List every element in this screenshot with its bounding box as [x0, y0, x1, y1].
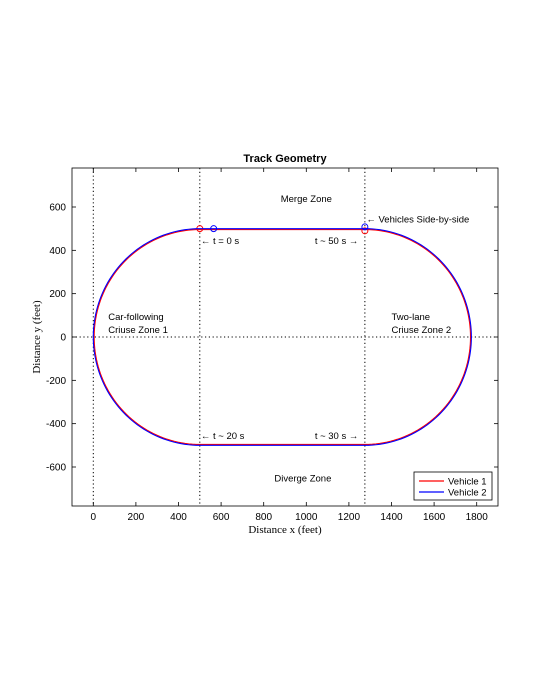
x-tick-label: 1600	[423, 512, 446, 523]
y-tick-label: -600	[46, 463, 66, 474]
y-tick-label: -400	[46, 419, 66, 430]
annotation-text: Car-following	[108, 312, 163, 323]
vehicle-marker	[361, 223, 369, 231]
y-tick-label: 200	[49, 289, 66, 300]
plot-area: 0 200 400 600 800 1000 1200 1400 1600 1800 -600 -40…	[46, 167, 499, 523]
annotation-text: ← t = 0 s	[201, 236, 240, 247]
annotation-text: Criuse Zone 2	[392, 325, 452, 336]
annotation-text: Diverge Zone	[274, 473, 331, 484]
y-axis-label: Distance y (feet)	[31, 300, 43, 374]
x-tick-label: 600	[213, 512, 230, 523]
legend-label: Vehicle 2	[448, 487, 487, 498]
series-line-vehicle-1	[93, 228, 472, 446]
legend-label: Vehicle 1	[448, 476, 487, 487]
chart-title: Track Geometry	[243, 153, 327, 165]
annotation-text: Merge Zone	[281, 194, 332, 205]
y-tick-label: 0	[60, 333, 66, 344]
x-tick-label: 1800	[466, 512, 489, 523]
x-tick-label: 1400	[380, 512, 403, 523]
y-tick-label: -200	[46, 376, 66, 387]
annotation-text: Two-lane	[392, 312, 431, 323]
x-tick-label: 800	[255, 512, 272, 523]
x-tick-label: 1200	[338, 512, 361, 523]
x-tick-label: 1000	[295, 512, 318, 523]
annotation-text: ← Vehicles Side-by-side	[366, 214, 469, 225]
x-tick-label: 400	[170, 512, 187, 523]
legend-box	[413, 471, 493, 501]
vehicle-marker	[361, 227, 369, 235]
vehicle-marker	[210, 225, 218, 233]
x-tick-label: 0	[91, 512, 97, 523]
annotation-text: Criuse Zone 1	[108, 325, 168, 336]
series-line-vehicle-2	[92, 228, 472, 446]
annotation-text: t ~ 30 s →	[315, 431, 359, 442]
x-axis-label: Distance x (feet)	[248, 524, 322, 536]
x-tick-label: 200	[128, 512, 145, 523]
annotation-text: ← t ~ 20 s	[201, 431, 245, 442]
y-tick-label: 600	[49, 203, 66, 214]
annotation-text: t ~ 50 s →	[315, 236, 359, 247]
y-tick-label: 400	[49, 246, 66, 257]
